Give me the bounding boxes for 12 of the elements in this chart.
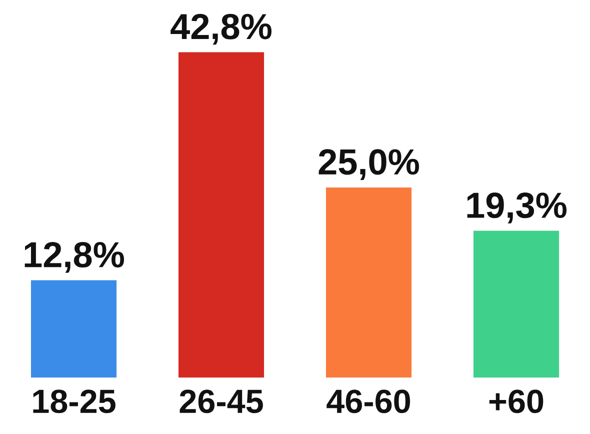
data-label: 42,8%	[170, 14, 272, 45]
x-tick-label: +60	[489, 390, 544, 414]
data-label: 12,8%	[24, 242, 124, 273]
x-tick-label: 46-60	[326, 390, 410, 414]
data-label: 25,0%	[318, 149, 419, 180]
data-label: 19,3%	[467, 192, 566, 224]
bar	[326, 187, 412, 378]
x-tick-label: 26-45	[180, 390, 263, 414]
x-tick-label: 18-25	[33, 390, 116, 414]
bar	[178, 52, 264, 378]
bar	[473, 230, 560, 378]
bar	[30, 280, 117, 378]
